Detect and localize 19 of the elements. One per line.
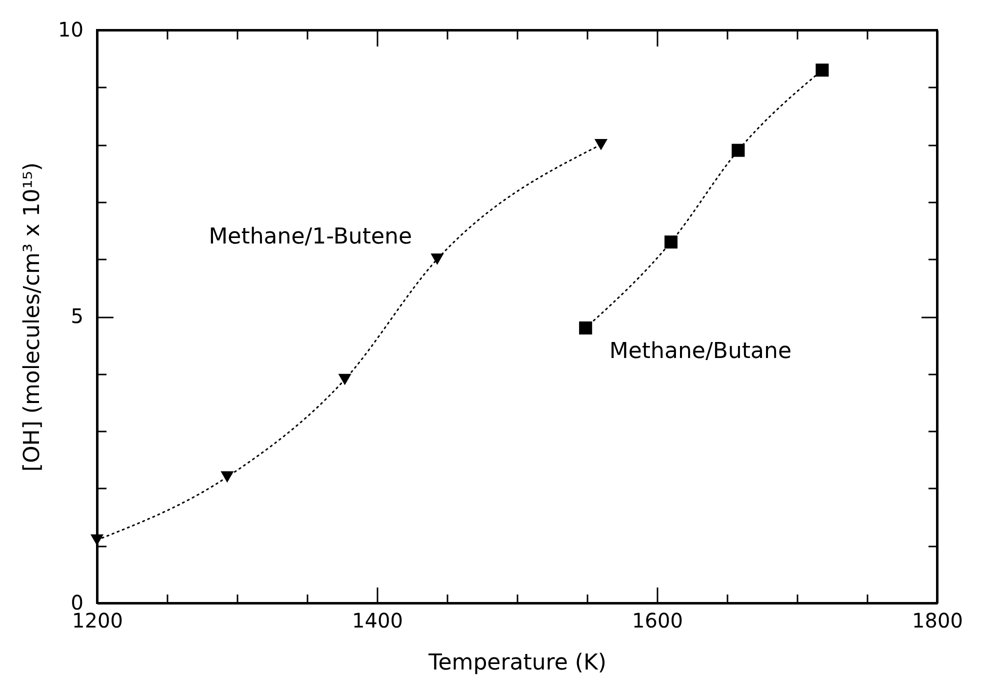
point [816, 64, 829, 77]
x-tick-label: 1200 [72, 608, 123, 632]
y-tick-label: 5 [70, 304, 84, 328]
point [90, 534, 104, 546]
x-tick-label: 1800 [912, 608, 963, 632]
series-label: Methane/Butane [609, 338, 792, 364]
x-axis-title: Temperature (K) [428, 650, 606, 676]
series-label: Methane/1-Butene [208, 224, 412, 250]
point [732, 144, 745, 157]
point [594, 138, 608, 150]
y-axis-title: [OH] (molecules/cm³ x 10¹⁵) [20, 162, 46, 472]
x-tick-label: 1600 [632, 608, 683, 632]
point [220, 471, 234, 483]
point [430, 254, 444, 265]
point [579, 321, 592, 334]
point [664, 235, 678, 249]
point [338, 374, 352, 386]
x-tick-label: 1400 [352, 608, 403, 632]
y-tick-label: 10 [58, 18, 84, 42]
